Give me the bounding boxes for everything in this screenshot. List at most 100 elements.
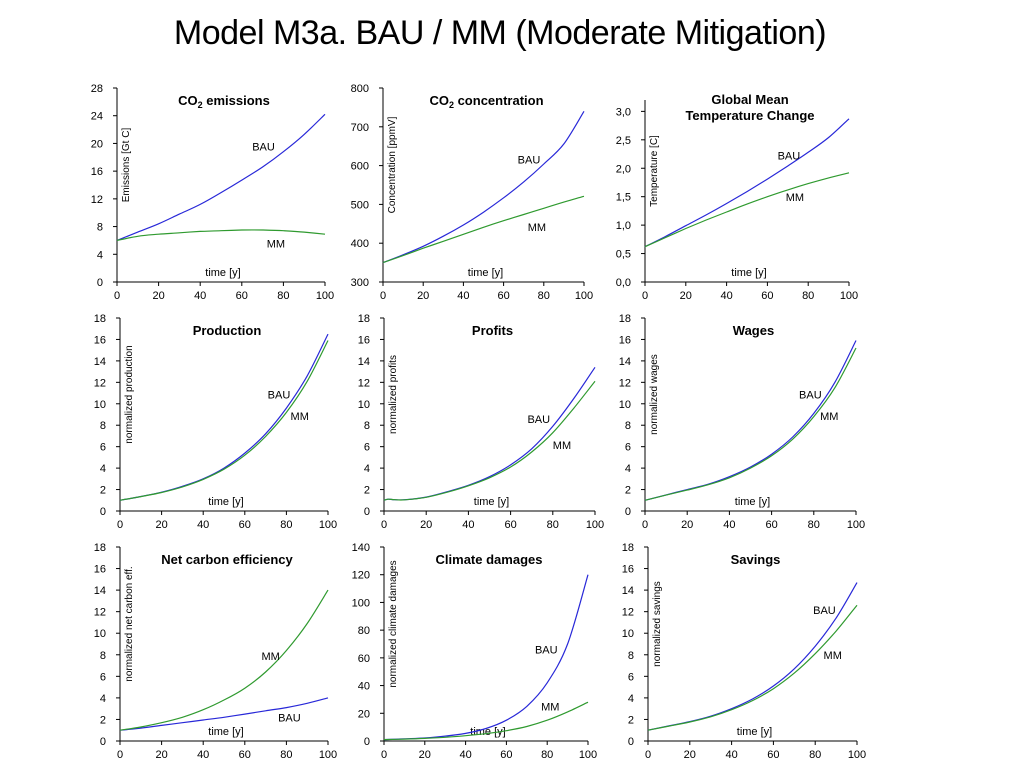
y-tick-label: 8 <box>100 650 106 662</box>
y-tick-label: 3,0 <box>616 106 631 118</box>
y-tick-label: 10 <box>619 399 631 411</box>
y-tick-label: 8 <box>628 650 634 662</box>
x-tick-label: 100 <box>319 519 337 531</box>
chart-9: 0 20 40 60 80 100 0 2 4 6 8 10 12 14 16 18 Savings time [… <box>622 542 866 761</box>
x-tick-label: 100 <box>848 749 866 761</box>
series-label-bau: BAU <box>518 155 541 167</box>
y-tick-label: 4 <box>625 463 631 475</box>
y-tick-label: 500 <box>351 199 369 211</box>
x-tick-label: 40 <box>194 290 206 302</box>
x-tick-label: 80 <box>809 749 821 761</box>
x-tick-label: 20 <box>420 519 432 531</box>
chart-3: 0 20 40 60 80 100 0,0 0,5 1,0 1,5 2,0 2,5 3,0 Global … <box>616 92 858 302</box>
series-label-mm: MM <box>820 411 838 423</box>
y-tick-label: 80 <box>358 625 370 637</box>
x-tick-label: 100 <box>575 290 593 302</box>
series-label-mm: MM <box>291 411 309 423</box>
y-tick-label: 300 <box>351 277 369 289</box>
x-axis-label: time [y] <box>208 726 243 738</box>
y-tick-label: 0 <box>628 736 634 748</box>
y-tick-label: 6 <box>628 671 634 683</box>
y-tick-label: 2 <box>625 485 631 497</box>
chart-8: 0 20 40 60 80 100 0 20 40 60 80 100 120 140 Climate da… <box>352 542 598 761</box>
x-tick-label: 80 <box>547 519 559 531</box>
x-tick-label: 100 <box>316 290 334 302</box>
x-tick-label: 80 <box>538 290 550 302</box>
x-tick-label: 0 <box>645 749 651 761</box>
page-title: Model M3a. BAU / MM (Moderate Mitigation… <box>173 14 827 52</box>
series-line-bau <box>644 118 850 248</box>
x-tick-label: 0 <box>642 519 648 531</box>
y-axis-label: normalized production <box>124 345 135 443</box>
y-tick-label: 6 <box>364 442 370 454</box>
y-tick-label: 2 <box>628 714 634 726</box>
y-tick-label: 14 <box>619 356 631 368</box>
x-tick-label: 60 <box>497 290 509 302</box>
x-tick-label: 40 <box>197 519 209 531</box>
y-tick-label: 0,5 <box>616 249 631 261</box>
x-axis-label: time [y] <box>737 726 772 738</box>
y-tick-label: 6 <box>625 442 631 454</box>
series-label-bau: BAU <box>252 141 275 153</box>
y-tick-label: 10 <box>94 399 106 411</box>
y-tick-label: 10 <box>358 399 370 411</box>
x-tick-label: 60 <box>504 519 516 531</box>
y-tick-label: 60 <box>358 653 370 665</box>
y-tick-label: 6 <box>100 671 106 683</box>
y-tick-label: 1,5 <box>616 192 631 204</box>
y-tick-label: 12 <box>358 377 370 389</box>
y-tick-label: 1,0 <box>616 220 631 232</box>
y-tick-label: 0 <box>100 506 106 518</box>
y-tick-label: 40 <box>358 681 370 693</box>
y-tick-label: 24 <box>91 111 103 123</box>
series-line-mm <box>383 380 596 501</box>
y-tick-label: 12 <box>622 607 634 619</box>
y-tick-label: 4 <box>364 463 370 475</box>
y-tick-label: 16 <box>94 564 106 576</box>
chart-title: Global Mean Temperature Change <box>685 92 814 123</box>
y-tick-label: 14 <box>358 356 370 368</box>
x-tick-label: 40 <box>459 749 471 761</box>
series-line-mm <box>382 195 585 264</box>
x-tick-label: 40 <box>725 749 737 761</box>
x-tick-label: 40 <box>457 290 469 302</box>
x-tick-label: 40 <box>723 519 735 531</box>
chart-title: Production <box>193 323 262 338</box>
y-tick-label: 4 <box>100 463 106 475</box>
y-tick-label: 16 <box>358 334 370 346</box>
y-tick-label: 16 <box>91 166 103 178</box>
y-tick-label: 2 <box>100 485 106 497</box>
x-tick-label: 40 <box>197 749 209 761</box>
series-label-mm: MM <box>786 192 804 204</box>
y-tick-label: 12 <box>94 607 106 619</box>
x-tick-label: 0 <box>381 749 387 761</box>
series-line-mm <box>644 347 857 501</box>
series-label-mm: MM <box>824 650 842 662</box>
x-tick-label: 20 <box>680 290 692 302</box>
y-tick-label: 4 <box>97 249 103 261</box>
y-tick-label: 20 <box>358 708 370 720</box>
y-tick-label: 20 <box>91 138 103 150</box>
x-tick-label: 80 <box>541 749 553 761</box>
y-tick-label: 4 <box>100 693 106 705</box>
series-line-mm <box>647 604 858 731</box>
series-line-mm <box>383 701 589 741</box>
y-tick-label: 10 <box>94 628 106 640</box>
x-tick-label: 60 <box>765 519 777 531</box>
y-tick-label: 140 <box>352 542 370 554</box>
x-tick-label: 60 <box>767 749 779 761</box>
chart-title: Profits <box>472 323 513 338</box>
y-axis-label: normalized net carbon eff. <box>124 566 135 681</box>
y-axis-label: Concentration [ppmV] <box>387 116 398 213</box>
x-tick-label: 60 <box>500 749 512 761</box>
x-axis-label: time [y] <box>208 496 243 508</box>
series-label-mm: MM <box>528 222 546 234</box>
y-tick-label: 800 <box>351 83 369 95</box>
y-tick-label: 14 <box>94 356 106 368</box>
chart-6: 0 20 40 60 80 100 0 2 4 6 8 10 12 14 16 18 Wages time [y]… <box>619 313 865 531</box>
x-tick-label: 0 <box>381 519 387 531</box>
x-tick-label: 60 <box>236 290 248 302</box>
y-axis-label: Emissions [Gt C] <box>121 128 132 203</box>
y-tick-label: 16 <box>94 334 106 346</box>
